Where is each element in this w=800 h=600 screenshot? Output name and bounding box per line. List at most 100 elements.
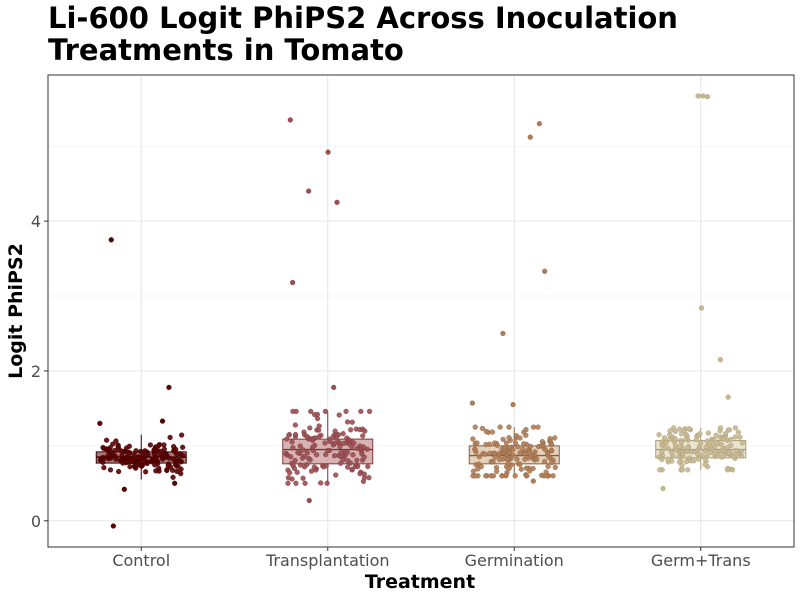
outlier-point bbox=[306, 188, 312, 194]
data-point bbox=[524, 473, 530, 479]
data-point bbox=[133, 448, 139, 454]
data-point bbox=[483, 428, 489, 435]
data-point bbox=[472, 473, 478, 479]
data-point bbox=[149, 457, 155, 463]
data-point bbox=[505, 461, 512, 467]
data-point bbox=[304, 461, 310, 468]
data-point bbox=[483, 441, 489, 448]
boxes bbox=[95, 411, 747, 484]
data-point bbox=[126, 443, 132, 449]
data-point bbox=[129, 456, 135, 462]
data-point bbox=[325, 448, 331, 454]
data-point bbox=[718, 442, 724, 448]
data-point bbox=[348, 427, 354, 433]
data-point bbox=[161, 454, 168, 460]
data-point bbox=[161, 442, 167, 448]
outlier-point bbox=[527, 134, 533, 140]
data-point bbox=[113, 438, 119, 444]
data-point bbox=[143, 469, 149, 475]
data-point bbox=[478, 463, 484, 470]
data-point bbox=[100, 444, 106, 451]
data-point bbox=[349, 419, 355, 425]
data-point bbox=[552, 464, 558, 470]
data-point bbox=[712, 451, 718, 457]
data-points bbox=[97, 93, 745, 529]
data-point bbox=[697, 431, 703, 437]
data-point bbox=[514, 456, 520, 462]
outlier-point bbox=[542, 268, 548, 274]
data-point bbox=[314, 452, 320, 458]
data-point bbox=[490, 473, 497, 479]
data-point bbox=[316, 427, 322, 433]
outlier-point bbox=[536, 121, 542, 127]
data-point bbox=[739, 440, 745, 446]
data-point bbox=[338, 460, 344, 466]
data-point bbox=[178, 466, 184, 472]
outlier-point bbox=[530, 478, 536, 484]
data-point bbox=[497, 456, 503, 463]
data-point bbox=[300, 447, 306, 453]
data-point bbox=[289, 439, 295, 445]
data-point bbox=[679, 467, 685, 473]
data-point bbox=[502, 446, 508, 452]
outlier-point bbox=[172, 480, 178, 486]
data-point bbox=[172, 461, 178, 468]
data-point bbox=[667, 428, 673, 434]
x-tick-label: Transplantation bbox=[265, 551, 390, 570]
x-tick-label: Germ+Trans bbox=[651, 551, 751, 570]
data-point bbox=[300, 475, 306, 481]
data-point bbox=[143, 449, 149, 455]
data-point bbox=[354, 457, 360, 463]
data-point bbox=[360, 433, 366, 439]
data-point bbox=[515, 444, 521, 450]
data-point bbox=[304, 433, 310, 440]
data-point bbox=[358, 408, 364, 414]
data-point bbox=[678, 431, 685, 437]
data-point bbox=[722, 431, 729, 437]
data-point bbox=[173, 446, 179, 452]
data-point bbox=[726, 450, 733, 456]
data-point bbox=[359, 451, 365, 457]
data-point bbox=[672, 436, 678, 442]
data-point bbox=[549, 442, 555, 448]
data-point bbox=[665, 456, 671, 462]
data-point bbox=[534, 456, 540, 463]
data-point bbox=[550, 473, 556, 479]
data-point bbox=[659, 456, 665, 463]
data-point bbox=[311, 464, 317, 470]
data-point bbox=[530, 424, 537, 430]
data-point bbox=[677, 426, 683, 432]
data-point bbox=[344, 449, 351, 456]
data-point bbox=[291, 465, 298, 471]
data-point bbox=[304, 450, 310, 456]
y-tick-label: 0 bbox=[31, 512, 41, 531]
data-point bbox=[324, 480, 330, 486]
data-point bbox=[341, 440, 347, 447]
data-point bbox=[127, 464, 133, 470]
data-point bbox=[685, 467, 691, 473]
data-point bbox=[101, 465, 107, 471]
data-point bbox=[100, 459, 106, 465]
data-point bbox=[110, 441, 116, 447]
data-point bbox=[340, 431, 346, 437]
data-point bbox=[127, 450, 133, 456]
data-point bbox=[151, 451, 157, 457]
data-point bbox=[712, 444, 718, 450]
data-point bbox=[517, 461, 523, 467]
data-point bbox=[679, 462, 685, 469]
data-point bbox=[349, 444, 355, 450]
outlier-point bbox=[121, 486, 127, 492]
data-point bbox=[503, 440, 509, 446]
data-point bbox=[331, 440, 338, 446]
data-point bbox=[348, 460, 354, 466]
data-point bbox=[482, 451, 488, 457]
y-tick-label: 2 bbox=[31, 362, 41, 381]
data-point bbox=[349, 466, 355, 473]
data-point bbox=[735, 429, 741, 435]
data-point bbox=[552, 435, 558, 441]
data-point bbox=[729, 467, 736, 473]
data-point bbox=[147, 442, 153, 448]
data-point bbox=[112, 447, 118, 454]
data-point bbox=[657, 467, 663, 473]
data-point bbox=[366, 408, 373, 414]
